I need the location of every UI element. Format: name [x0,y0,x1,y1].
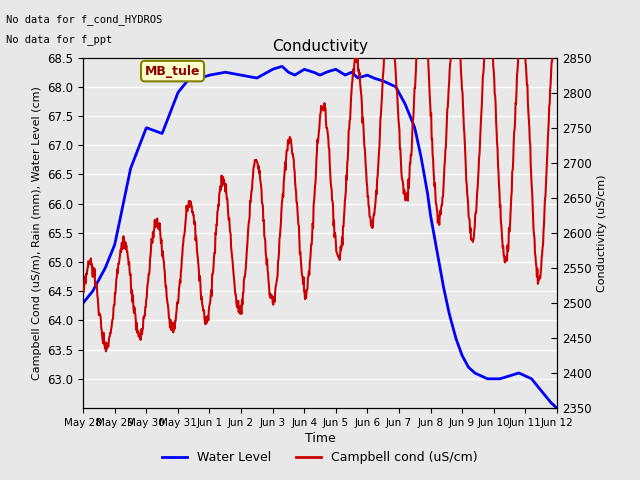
Text: No data for f_ppt: No data for f_ppt [6,34,113,45]
Legend: Water Level, Campbell cond (uS/cm): Water Level, Campbell cond (uS/cm) [157,446,483,469]
Y-axis label: Campbell Cond (uS/m), Rain (mm), Water Level (cm): Campbell Cond (uS/m), Rain (mm), Water L… [32,86,42,380]
X-axis label: Time: Time [305,432,335,445]
Text: MB_tule: MB_tule [145,65,200,78]
Title: Conductivity: Conductivity [272,39,368,54]
Text: No data for f_cond_HYDROS: No data for f_cond_HYDROS [6,14,163,25]
Y-axis label: Conductivity (uS/cm): Conductivity (uS/cm) [597,174,607,291]
